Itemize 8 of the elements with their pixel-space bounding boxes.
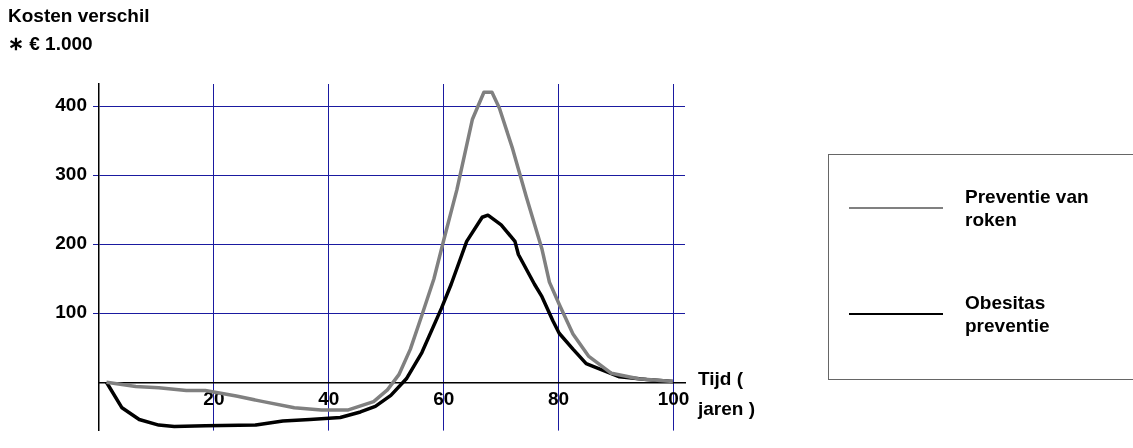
y-axis-title: Kosten verschil ∗ € 1.000 — [8, 4, 150, 56]
legend-label: Obesitas preventie — [965, 291, 1051, 337]
x-axis-title: Tijd ( jaren ) — [698, 367, 757, 421]
y-tick-label: 300 — [55, 163, 87, 185]
legend-label: Preventie van roken — [965, 185, 1090, 231]
y-tick-label: 200 — [55, 232, 87, 254]
y-tick-label: 100 — [55, 301, 87, 323]
y-tick-label: 400 — [55, 94, 87, 116]
